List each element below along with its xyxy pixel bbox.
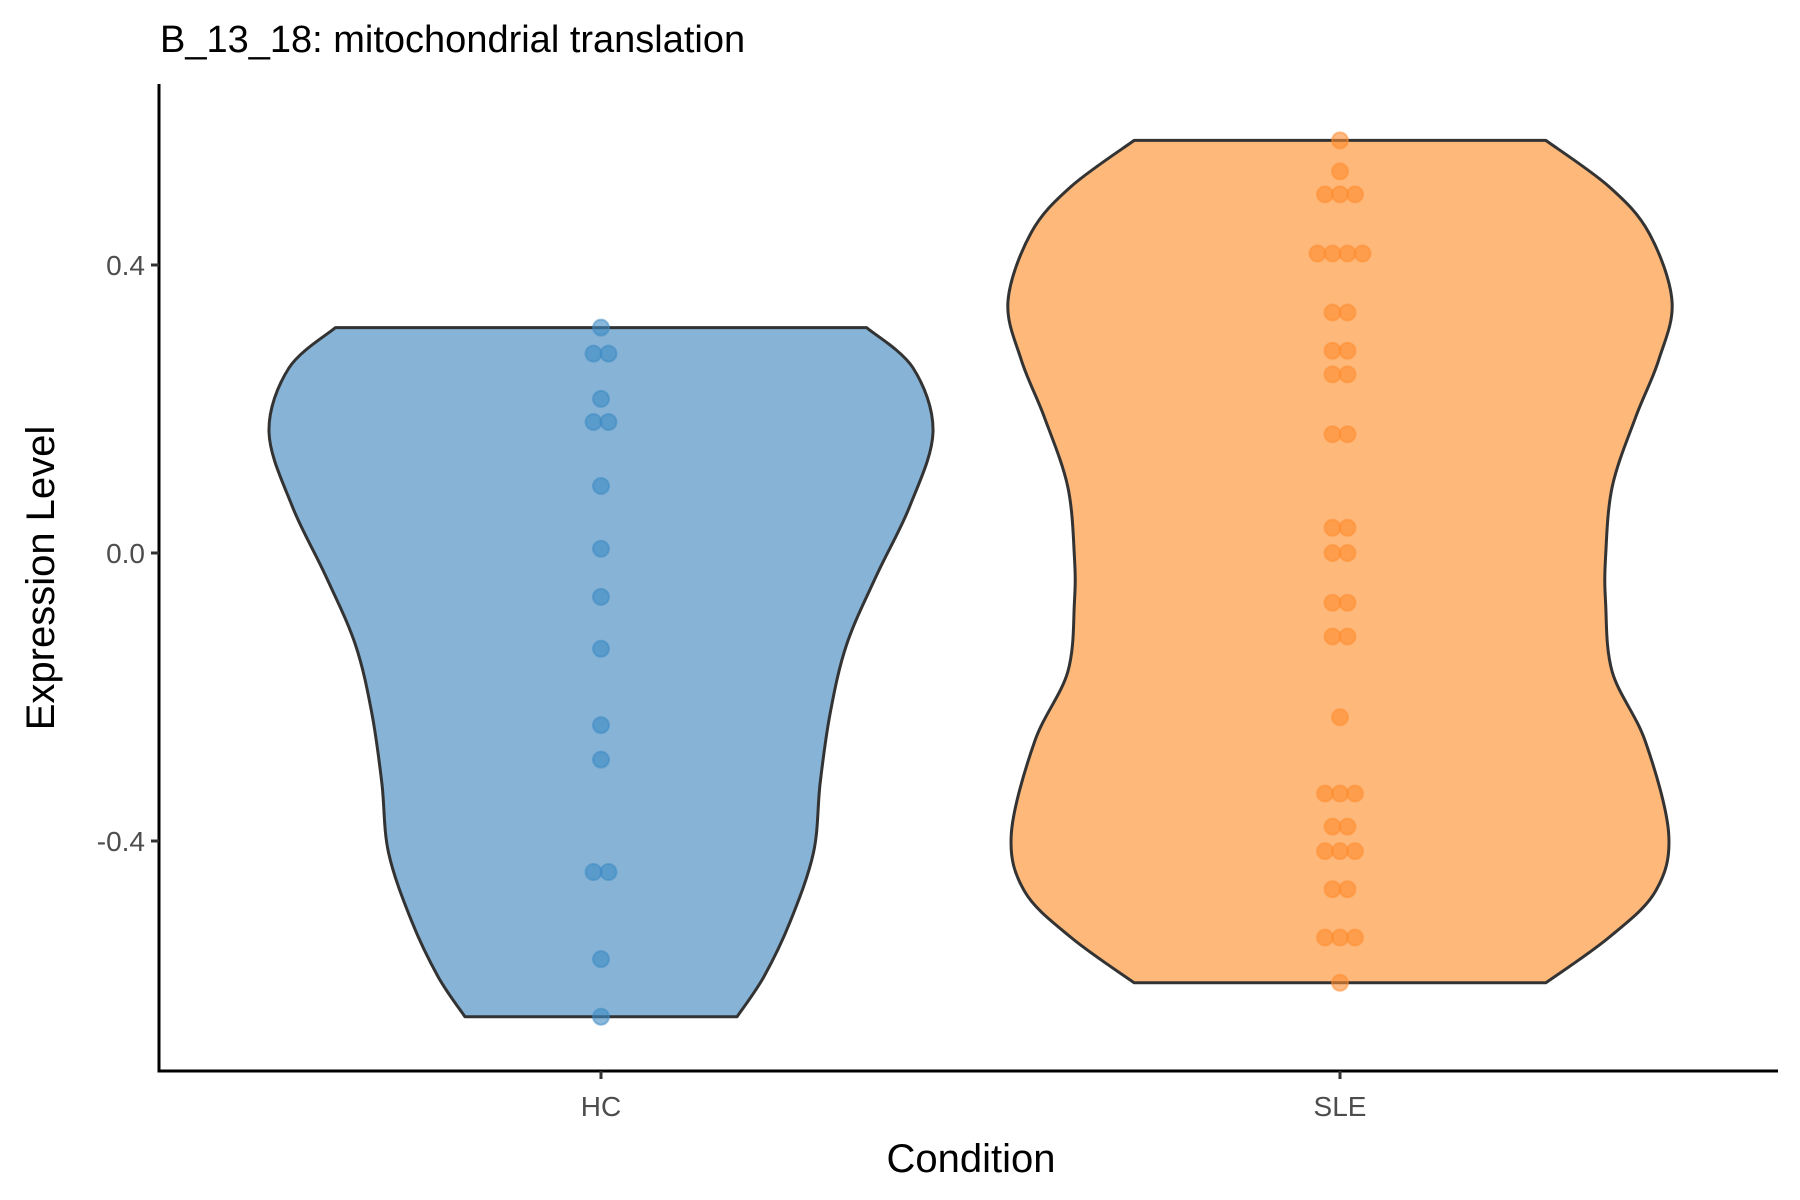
data-point-sle <box>1346 784 1364 803</box>
data-point-hc <box>592 1007 610 1026</box>
violins-layer <box>267 138 1674 1019</box>
data-point-hc <box>592 389 610 408</box>
data-point-hc <box>592 318 610 337</box>
data-point-sle <box>1308 244 1327 263</box>
data-point-hc <box>584 413 603 431</box>
data-point-sle <box>1316 928 1334 947</box>
data-point-sle <box>1338 817 1357 836</box>
data-point-sle <box>1323 627 1342 646</box>
data-point-sle <box>1338 303 1357 322</box>
data-point-sle <box>1323 544 1342 562</box>
data-point-sle <box>1346 185 1364 204</box>
violin-hc <box>267 326 935 1019</box>
data-point-hc <box>599 863 618 881</box>
data-point-hc <box>592 587 610 606</box>
data-point-hc <box>592 950 610 969</box>
data-point-sle <box>1331 842 1349 861</box>
data-point-sle <box>1323 817 1342 836</box>
violin-sle <box>1006 138 1674 985</box>
data-point-sle <box>1323 518 1342 537</box>
data-point-sle <box>1338 544 1357 562</box>
data-point-sle <box>1338 425 1357 444</box>
y-tick-label: 0.0 <box>106 538 145 569</box>
data-point-sle <box>1331 784 1349 803</box>
data-point-sle <box>1331 131 1349 150</box>
data-point-sle <box>1331 162 1349 181</box>
data-point-sle <box>1323 425 1342 444</box>
data-point-sle <box>1338 627 1357 646</box>
data-point-sle <box>1338 244 1357 263</box>
data-point-hc <box>592 750 610 769</box>
data-point-sle <box>1331 973 1349 992</box>
data-point-sle <box>1323 244 1342 263</box>
data-point-sle <box>1346 842 1364 861</box>
plot-area <box>267 131 1674 1026</box>
y-tick-label: 0.4 <box>106 250 145 281</box>
y-axis-title: Expression Level <box>19 426 63 731</box>
data-point-hc <box>592 477 610 495</box>
data-point-hc <box>599 413 618 431</box>
data-point-sle <box>1346 928 1364 947</box>
data-point-hc <box>592 716 610 735</box>
data-point-sle <box>1338 365 1357 384</box>
x-axis-ticks: HC SLE <box>581 1071 1367 1122</box>
data-point-sle <box>1331 185 1349 204</box>
chart-title: B_13_18: mitochondrial translation <box>160 19 745 61</box>
data-point-hc <box>592 639 610 658</box>
data-point-sle <box>1323 365 1342 384</box>
data-point-sle <box>1338 341 1357 360</box>
data-point-sle <box>1353 244 1372 263</box>
x-axis-title: Condition <box>886 1137 1055 1181</box>
data-point-sle <box>1338 518 1357 537</box>
data-point-sle <box>1331 928 1349 947</box>
data-point-sle <box>1323 303 1342 322</box>
data-point-sle <box>1323 593 1342 612</box>
y-tick-label: -0.4 <box>97 826 145 857</box>
data-point-sle <box>1338 593 1357 612</box>
data-point-sle <box>1323 880 1342 899</box>
data-point-sle <box>1316 185 1334 204</box>
x-tick-label-hc: HC <box>581 1091 621 1122</box>
data-point-sle <box>1323 341 1342 360</box>
data-point-sle <box>1338 880 1357 899</box>
data-point-sle <box>1316 784 1334 803</box>
data-point-hc <box>584 344 603 363</box>
points-layer <box>584 131 1372 1026</box>
data-point-hc <box>584 863 603 881</box>
y-axis-ticks: -0.4 0.0 0.4 <box>97 250 159 857</box>
data-point-hc <box>599 344 618 363</box>
data-point-sle <box>1316 842 1334 861</box>
data-point-hc <box>592 539 610 558</box>
data-point-sle <box>1331 708 1349 727</box>
x-tick-label-sle: SLE <box>1314 1091 1367 1122</box>
